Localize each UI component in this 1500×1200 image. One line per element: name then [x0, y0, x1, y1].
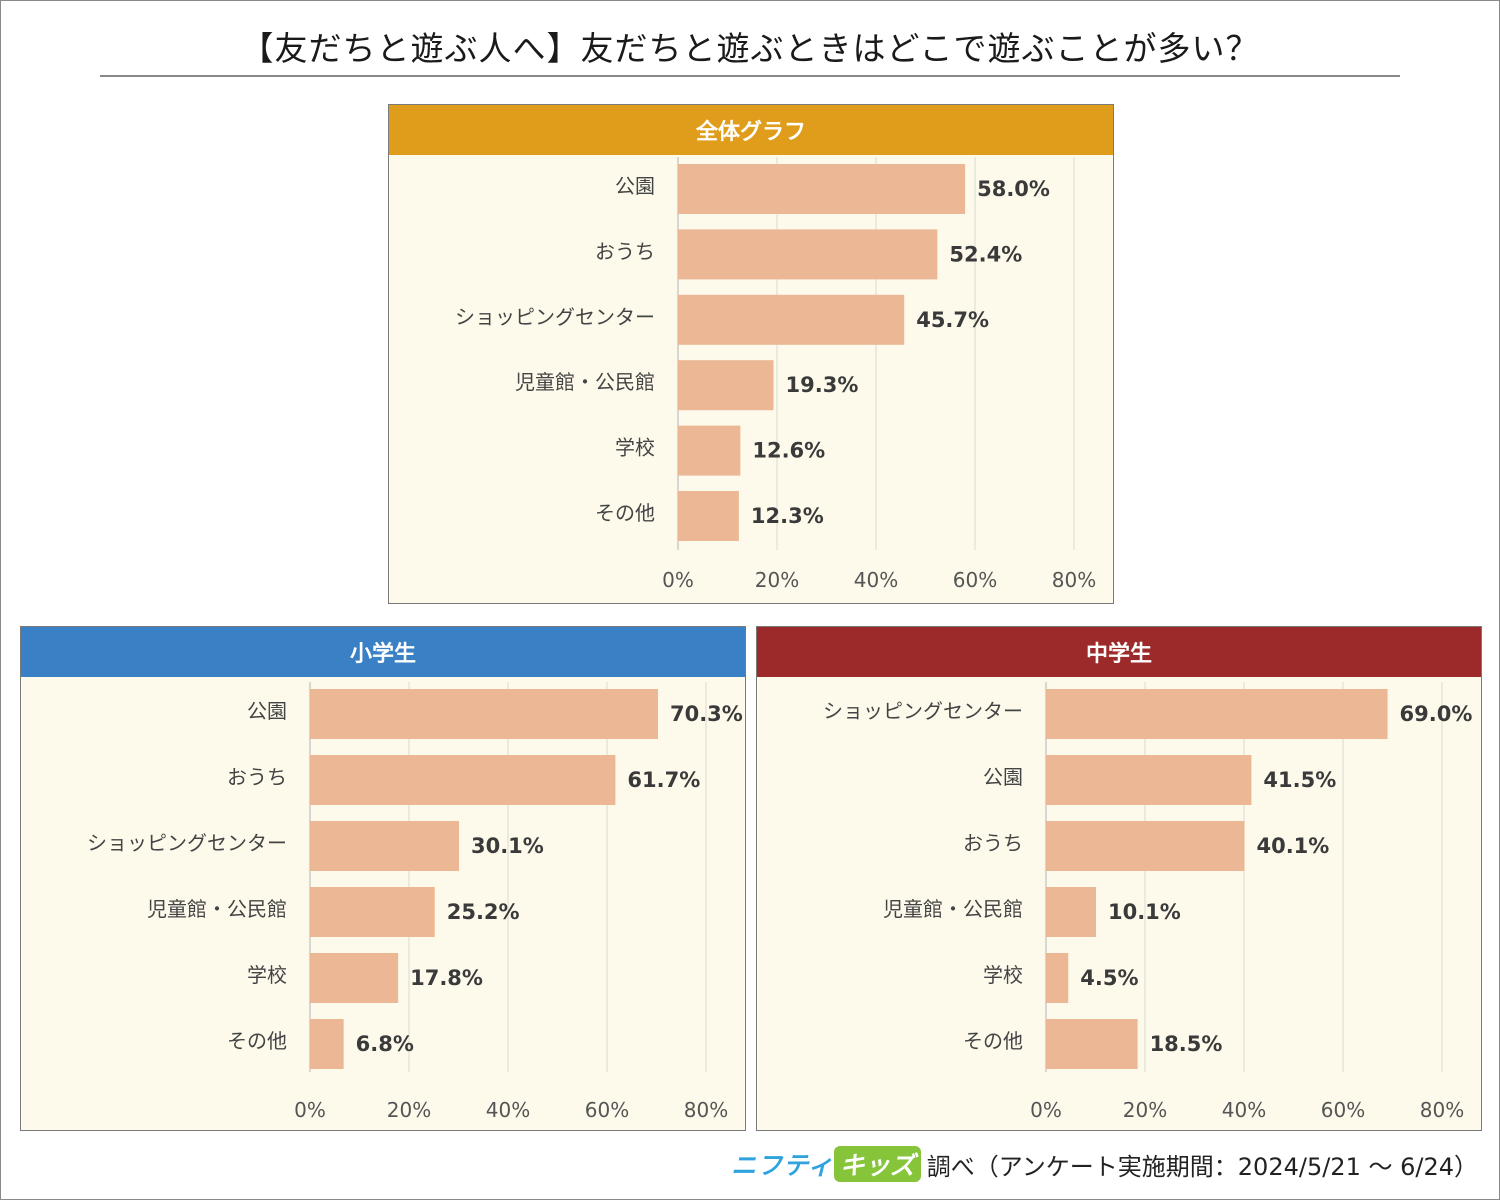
- x-tick-label: 40%: [486, 1098, 530, 1122]
- brand-logo-kids: キッズ: [833, 1146, 921, 1182]
- bar: [1046, 1019, 1138, 1069]
- bar: [1046, 953, 1069, 1003]
- chart-panel-overall: 全体グラフ 0% 20% 40% 60% 80% 公園 58.0% おうち 52.4% ショッピン…: [388, 104, 1114, 604]
- category-label: その他: [227, 1029, 287, 1053]
- x-tick-label: 60%: [585, 1098, 629, 1122]
- value-label: 40.1%: [1256, 834, 1329, 858]
- x-tick-label: 60%: [1321, 1098, 1365, 1122]
- value-label: 18.5%: [1150, 1032, 1223, 1056]
- x-tick-label: 20%: [1123, 1098, 1167, 1122]
- x-tick-label: 60%: [953, 568, 997, 592]
- category-label: おうち: [963, 831, 1023, 855]
- bar: [678, 491, 739, 541]
- value-label: 12.3%: [751, 504, 824, 528]
- bar: [1046, 689, 1388, 739]
- bar-chart-elementary: 0% 20% 40% 60% 80% 公園 70.3% おうち 61.7% ショッピングセンター 3…: [87, 682, 743, 1122]
- value-label: 58.0%: [977, 177, 1050, 201]
- bar: [678, 229, 938, 280]
- bar: [310, 1019, 344, 1069]
- category-label: 公園: [983, 765, 1023, 789]
- bar: [678, 294, 905, 345]
- x-tick-label: 0%: [662, 568, 694, 592]
- category-label: 学校: [983, 963, 1023, 987]
- category-label: 公園: [247, 699, 287, 723]
- bar: [678, 425, 741, 476]
- x-tick-label: 20%: [755, 568, 799, 592]
- category-label: 学校: [615, 436, 655, 460]
- source-text: 調べ（アンケート実施期間：2024/5/21 ～ 6/24）: [926, 1152, 1478, 1181]
- category-label: その他: [595, 501, 655, 525]
- value-label: 10.1%: [1108, 900, 1181, 924]
- x-tick-label: 80%: [1052, 568, 1096, 592]
- category-label: ショッピングセンター: [823, 699, 1023, 723]
- panel-header-junior-high: 中学生: [757, 627, 1481, 677]
- title-divider: [100, 75, 1400, 77]
- x-tick-label: 0%: [1030, 1098, 1062, 1122]
- category-label: その他: [963, 1029, 1023, 1053]
- category-label: 児童館・公民館: [515, 370, 655, 394]
- category-label: 児童館・公民館: [883, 897, 1023, 921]
- bar: [678, 164, 966, 214]
- category-label: 公園: [615, 174, 655, 198]
- value-label: 6.8%: [356, 1032, 414, 1056]
- x-tick-label: 80%: [684, 1098, 728, 1122]
- bar: [310, 821, 459, 871]
- value-label: 30.1%: [471, 834, 544, 858]
- value-label: 69.0%: [1400, 702, 1473, 726]
- bar: [310, 887, 435, 937]
- bar-chart-overall: 0% 20% 40% 60% 80% 公園 58.0% おうち 52.4% ショッピングセンター 4…: [455, 157, 1096, 592]
- panel-header-overall: 全体グラフ: [389, 105, 1113, 155]
- value-label: 17.8%: [410, 966, 483, 990]
- category-label: おうち: [595, 239, 655, 263]
- bar: [678, 360, 774, 411]
- x-tick-label: 0%: [294, 1098, 326, 1122]
- value-label: 12.6%: [752, 439, 825, 463]
- value-label: 61.7%: [627, 768, 700, 792]
- value-label: 52.4%: [949, 242, 1022, 266]
- value-label: 19.3%: [786, 373, 859, 397]
- brand-logo-nifty: ニフティ: [731, 1151, 834, 1180]
- x-tick-label: 20%: [387, 1098, 431, 1122]
- panel-header-elementary: 小学生: [21, 627, 745, 677]
- x-tick-label: 40%: [854, 568, 898, 592]
- category-label: 学校: [247, 963, 287, 987]
- bar: [1046, 821, 1245, 871]
- category-label: ショッピングセンター: [455, 305, 655, 329]
- x-tick-label: 80%: [1420, 1098, 1464, 1122]
- bar: [310, 689, 658, 739]
- chart-panel-elementary: 小学生 0% 20% 40% 60% 80% 公園 70.3% おうち 61.7% ショッピングセ…: [20, 626, 746, 1131]
- value-label: 45.7%: [916, 308, 989, 332]
- bar: [310, 953, 399, 1003]
- source-footer: ニフティ キッズ 調べ（アンケート実施期間：2024/5/21 ～ 6/24）: [731, 1146, 1478, 1182]
- value-label: 41.5%: [1263, 768, 1336, 792]
- category-label: 児童館・公民館: [147, 897, 287, 921]
- category-label: おうち: [227, 765, 287, 789]
- page-title: 【友だちと遊ぶ人へ】友だちと遊ぶときはどこで遊ぶことが多い？: [240, 29, 1260, 68]
- x-tick-label: 40%: [1222, 1098, 1266, 1122]
- bar: [1046, 755, 1252, 805]
- bar: [1046, 887, 1096, 937]
- value-label: 25.2%: [447, 900, 520, 924]
- category-label: ショッピングセンター: [87, 831, 287, 855]
- chart-panel-junior-high: 中学生 0% 20% 40% 60% 80% ショッピングセンター 69.0% 公園 41.5%…: [756, 626, 1482, 1131]
- value-label: 70.3%: [670, 702, 743, 726]
- bar: [310, 755, 616, 805]
- bar-chart-junior-high: 0% 20% 40% 60% 80% ショッピングセンター 69.0% 公園 41.5% おうち 4…: [823, 682, 1473, 1122]
- value-label: 4.5%: [1080, 966, 1138, 990]
